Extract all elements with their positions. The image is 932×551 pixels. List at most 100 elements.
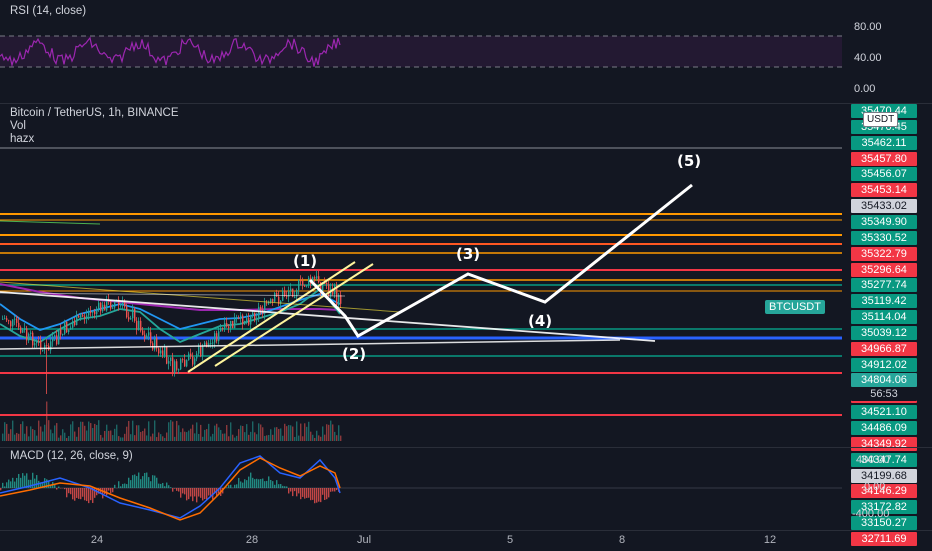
currency-badge[interactable]: USDT	[863, 112, 898, 127]
macd-histogram-bar	[78, 488, 79, 499]
candle-body	[30, 333, 31, 334]
wave-label-2: (2)	[342, 345, 366, 363]
volume-bar	[298, 436, 299, 441]
volume-bar	[296, 421, 297, 441]
volume-bar	[188, 431, 189, 441]
volume-bar	[172, 422, 173, 441]
volume-bar	[16, 433, 17, 441]
candle-body	[298, 280, 299, 290]
macd-histogram-bar	[150, 481, 151, 488]
macd-axis[interactable]: 400.00 0.00 -400.00	[842, 448, 932, 530]
candle-body	[66, 322, 67, 332]
volume-bar	[284, 424, 285, 441]
candle-body	[178, 369, 179, 370]
volume-bar	[236, 436, 237, 441]
volume-bar	[140, 432, 141, 441]
volume-bar	[230, 422, 231, 441]
volume-bar	[12, 421, 13, 441]
rsi-axis[interactable]: 80.00 40.00 0.00	[842, 0, 932, 103]
time-axis[interactable]: 24 28 Jul 5 8 12	[0, 530, 842, 551]
candle-body	[20, 327, 21, 332]
volume-bar	[242, 426, 243, 441]
price-tag[interactable]: 35462.11	[851, 136, 917, 150]
candle-body	[242, 315, 243, 324]
volume-bar	[160, 434, 161, 441]
volume-bar	[234, 438, 235, 441]
macd-histogram-bar	[22, 473, 23, 488]
volume-bar	[292, 427, 293, 441]
candle-body	[12, 319, 13, 326]
volume-bar	[264, 436, 265, 441]
candle-body	[214, 333, 215, 342]
macd-pane[interactable]: MACD (12, 26, close, 9)	[0, 448, 842, 530]
macd-histogram-bar	[80, 488, 81, 499]
price-tag[interactable]: 35039.12	[851, 326, 917, 340]
volume-bar	[30, 426, 31, 441]
price-tag[interactable]: 34521.10	[851, 405, 917, 419]
volume-bar	[212, 434, 213, 441]
candle-body	[2, 319, 3, 320]
candle-body	[184, 360, 185, 367]
macd-histogram-bar	[284, 486, 285, 488]
candle-body	[138, 321, 139, 330]
price-tag[interactable]: 34912.02	[851, 358, 917, 372]
chart-settings-corner[interactable]	[842, 530, 932, 551]
price-tag[interactable]: 34966.87	[851, 342, 917, 356]
macd-histogram-bar	[76, 488, 77, 498]
macd-histogram-bar	[144, 473, 145, 488]
candle-body	[10, 321, 11, 326]
price-tag[interactable]: 35457.80	[851, 152, 917, 166]
rsi-pane[interactable]: RSI (14, close)	[0, 0, 842, 103]
macd-histogram-bar	[306, 488, 307, 498]
macd-histogram-bar	[292, 488, 293, 496]
candle-body	[86, 315, 87, 318]
macd-legend[interactable]: MACD (12, 26, close, 9)	[10, 450, 133, 462]
price-tag[interactable]: 35349.90	[851, 215, 917, 229]
volume-bar	[318, 435, 319, 441]
price-tag[interactable]: 35296.64	[851, 263, 917, 277]
volume-bar	[48, 420, 49, 441]
price-tag[interactable]: 35453.14	[851, 183, 917, 197]
volume-bar	[222, 434, 223, 441]
price-tag[interactable]: 35433.02	[851, 199, 917, 213]
price-tag[interactable]: 35330.52	[851, 231, 917, 245]
macd-histogram-bar	[264, 481, 265, 488]
symbol-price-tag[interactable]: BTCUSDT	[765, 300, 825, 314]
price-tag[interactable]: 35119.42	[851, 294, 917, 308]
macd-histogram-bar	[6, 482, 7, 488]
price-pane[interactable]: Bitcoin / TetherUS, 1h, BINANCE Vol hazx…	[0, 104, 842, 447]
macd-histogram-bar	[336, 488, 337, 490]
candle-body	[170, 357, 171, 361]
volume-bar	[92, 428, 93, 441]
volume-bar	[88, 422, 89, 441]
macd-histogram-bar	[290, 488, 291, 492]
macd-histogram-bar	[298, 488, 299, 493]
candle-body	[142, 330, 143, 334]
macd-histogram-bar	[112, 488, 113, 492]
candle-body	[194, 359, 195, 365]
price-tag[interactable]: 35456.07	[851, 167, 917, 181]
volume-bar	[96, 425, 97, 441]
candle-body	[78, 316, 79, 318]
candle-body	[232, 321, 233, 328]
volume-bar	[228, 436, 229, 441]
price-tag[interactable]: 34486.09	[851, 421, 917, 435]
volume-bar	[302, 436, 303, 441]
price-tag[interactable]: 35114.04	[851, 310, 917, 324]
price-tag[interactable]: 35322.79	[851, 247, 917, 261]
candle-body	[36, 341, 37, 343]
candle-body	[140, 321, 141, 331]
symbol-title[interactable]: Bitcoin / TetherUS, 1h, BINANCE	[10, 107, 179, 119]
macd-histogram-bar	[102, 488, 103, 498]
macd-histogram-bar	[310, 488, 311, 500]
price-tag[interactable]: 34804.06	[851, 373, 917, 387]
macd-histogram-bar	[194, 488, 195, 496]
macd-histogram-bar	[84, 488, 85, 500]
macd-histogram-bar	[8, 480, 9, 488]
candle-body	[180, 359, 181, 369]
candle-body	[176, 361, 177, 370]
candle-body	[198, 346, 199, 353]
hazx-legend[interactable]: hazx	[10, 133, 34, 145]
volume-legend[interactable]: Vol	[10, 120, 26, 132]
price-tag[interactable]: 35277.74	[851, 278, 917, 292]
